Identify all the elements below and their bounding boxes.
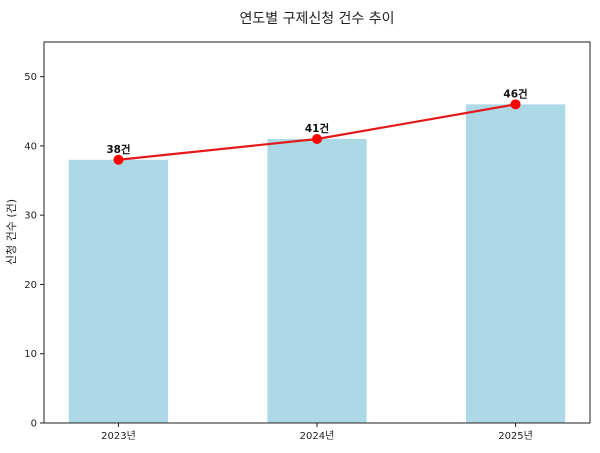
y-tick-label-0: 0 bbox=[31, 419, 37, 430]
y-tick-label-3: 30 bbox=[24, 211, 37, 222]
y-tick-label-2: 20 bbox=[24, 280, 37, 291]
y-axis-label: 신청 건수 (건) bbox=[5, 199, 18, 265]
x-tick-label-2: 2025년 bbox=[498, 430, 533, 442]
chart-title: 연도별 구제신청 건수 추이 bbox=[239, 11, 394, 27]
data-label-1: 41건 bbox=[305, 122, 329, 135]
point-1 bbox=[312, 133, 322, 144]
data-label-2: 46건 bbox=[503, 87, 527, 100]
x-tick-label-1: 2024년 bbox=[300, 430, 335, 442]
y-tick-label-1: 10 bbox=[24, 349, 37, 360]
data-label-0: 38건 bbox=[106, 143, 130, 156]
y-tick-label-5: 50 bbox=[24, 72, 37, 83]
y-tick-label-4: 40 bbox=[24, 141, 37, 152]
point-2 bbox=[510, 99, 521, 110]
point-0 bbox=[113, 154, 124, 165]
bar-2 bbox=[465, 104, 566, 423]
x-tick-label-0: 2023년 bbox=[101, 430, 136, 442]
bar-1 bbox=[267, 138, 367, 423]
bar-0 bbox=[68, 159, 169, 423]
